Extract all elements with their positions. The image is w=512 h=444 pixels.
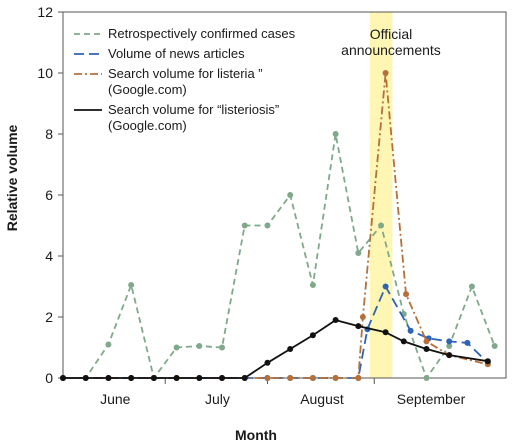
series-0-point bbox=[332, 131, 339, 137]
series-3-point bbox=[287, 346, 294, 353]
series-3-point bbox=[60, 375, 66, 381]
series-3-point bbox=[219, 375, 226, 381]
series-2-point bbox=[355, 375, 362, 381]
series-3-point bbox=[105, 375, 112, 381]
series-3-point bbox=[128, 375, 135, 381]
x-tick-label: August bbox=[300, 391, 344, 407]
y-tick-label: 0 bbox=[45, 370, 53, 386]
legend-label-1: Volume of news articles bbox=[108, 46, 245, 61]
x-tick-label: June bbox=[100, 391, 131, 407]
series-3-point bbox=[150, 375, 157, 381]
series-2-point bbox=[382, 70, 389, 76]
legend-label-3: (Google.com) bbox=[108, 118, 187, 133]
series-2-point bbox=[332, 375, 339, 381]
series-2-point bbox=[309, 375, 316, 381]
series-3-point bbox=[82, 375, 89, 381]
legend-label-3: Search volume for “listeriosis” bbox=[108, 102, 279, 117]
series-line-1 bbox=[63, 284, 489, 379]
legend-label-2: (Google.com) bbox=[108, 82, 187, 97]
series-3-point bbox=[264, 359, 271, 366]
series-0-point bbox=[105, 341, 112, 348]
series-0-point bbox=[378, 222, 385, 229]
series-1-point bbox=[464, 339, 471, 346]
series-0-point bbox=[173, 344, 180, 351]
annotation-line-1: Official bbox=[370, 26, 413, 42]
x-tick-label: September bbox=[397, 391, 466, 407]
series-3-point bbox=[332, 317, 339, 324]
series-2-point bbox=[264, 375, 271, 381]
series-0-point bbox=[446, 342, 453, 349]
series-2-point bbox=[423, 338, 430, 345]
series-3-point bbox=[309, 332, 316, 339]
series-3-point bbox=[241, 375, 248, 381]
series-3-point bbox=[446, 352, 453, 359]
legend-label-0: Retrospectively confirmed cases bbox=[108, 26, 296, 41]
series-0-point bbox=[468, 283, 475, 290]
axes-layer: 0 2 4 6 8 10 12 June July August September bbox=[37, 4, 507, 407]
series-0-point bbox=[128, 281, 135, 288]
y-tick-label: 8 bbox=[45, 126, 53, 142]
series-3-point bbox=[355, 323, 362, 330]
series-3-point bbox=[484, 358, 491, 365]
series-0-point bbox=[241, 222, 248, 229]
series-layer bbox=[60, 70, 498, 381]
series-0-point bbox=[355, 249, 362, 256]
x-tick-label: July bbox=[205, 391, 230, 407]
y-axis-title: Relative volume bbox=[4, 124, 20, 231]
series-0-point bbox=[491, 342, 498, 349]
series-0-point bbox=[264, 222, 271, 229]
series-0-point bbox=[309, 281, 316, 288]
series-3-point bbox=[382, 329, 389, 336]
series-3-point bbox=[400, 338, 407, 345]
series-0-point bbox=[287, 192, 294, 198]
series-1-point bbox=[382, 283, 389, 290]
y-tick-label: 2 bbox=[45, 309, 53, 325]
series-3-point bbox=[196, 375, 203, 381]
legend-label-2: Search volume for listeria ” bbox=[108, 66, 263, 81]
series-2-point bbox=[403, 291, 410, 298]
announcement-band-layer bbox=[369, 12, 393, 378]
series-0-point bbox=[423, 375, 430, 381]
series-2-point bbox=[287, 375, 294, 381]
legend: Retrospectively confirmed cases Volume of… bbox=[74, 26, 296, 133]
series-3-point bbox=[423, 346, 430, 353]
x-axis-title: Month bbox=[235, 427, 277, 443]
series-1-point bbox=[407, 327, 414, 334]
series-0-point bbox=[196, 342, 203, 349]
series-0-point bbox=[219, 344, 226, 351]
y-tick-label: 4 bbox=[45, 248, 53, 264]
y-tick-label: 6 bbox=[45, 187, 53, 203]
annotation-line-2: announcements bbox=[341, 42, 441, 58]
series-1-point bbox=[446, 338, 453, 345]
announcement-band bbox=[369, 12, 393, 378]
y-tick-label: 12 bbox=[37, 4, 53, 20]
series-2-point bbox=[359, 314, 366, 320]
series-3-point bbox=[173, 375, 180, 381]
y-tick-label: 10 bbox=[37, 65, 53, 81]
series-line-0 bbox=[63, 133, 496, 381]
